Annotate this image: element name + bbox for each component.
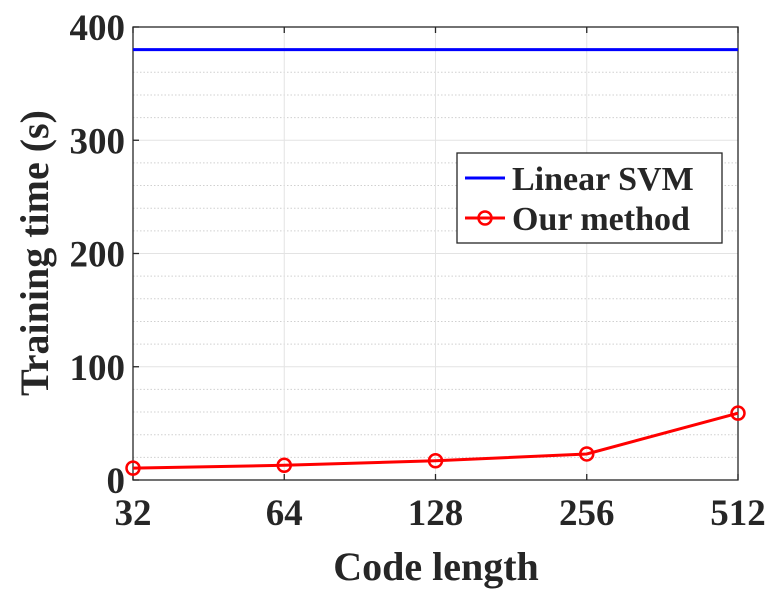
y-tick-label: 0 (107, 461, 126, 502)
y-tick-label: 200 (70, 235, 126, 276)
y-tick-label: 400 (70, 8, 126, 49)
legend: Linear SVM Our method (456, 152, 723, 244)
x-tick-label: 32 (115, 493, 152, 534)
legend-label-linear-svm: Linear SVM (512, 161, 694, 198)
legend-box (456, 152, 723, 244)
x-tick-label: 512 (710, 493, 766, 534)
series-line-our-method (132, 411, 739, 470)
x-tick-label: 128 (408, 493, 464, 534)
y-tick-label: 300 (70, 121, 126, 162)
series-layer (125, 48, 746, 476)
legend-label-our-method: Our method (512, 201, 690, 238)
data-point-our-method (579, 446, 595, 462)
data-point-our-method (427, 452, 444, 469)
x-tick-label: 256 (559, 493, 615, 534)
data-point-our-method (125, 460, 141, 476)
y-axis-label: Training time (s) (12, 110, 57, 396)
grid (132, 26, 739, 481)
legend-marker-our-method (477, 210, 493, 226)
data-point-our-method (276, 457, 292, 474)
axis-ticks: 0 100 200 300 400 32 64 128 256 512 (70, 8, 766, 534)
x-tick-label: 64 (266, 493, 303, 534)
data-point-our-method (730, 405, 746, 421)
y-tick-label: 100 (70, 348, 126, 389)
x-axis-label: Code length (333, 544, 539, 589)
